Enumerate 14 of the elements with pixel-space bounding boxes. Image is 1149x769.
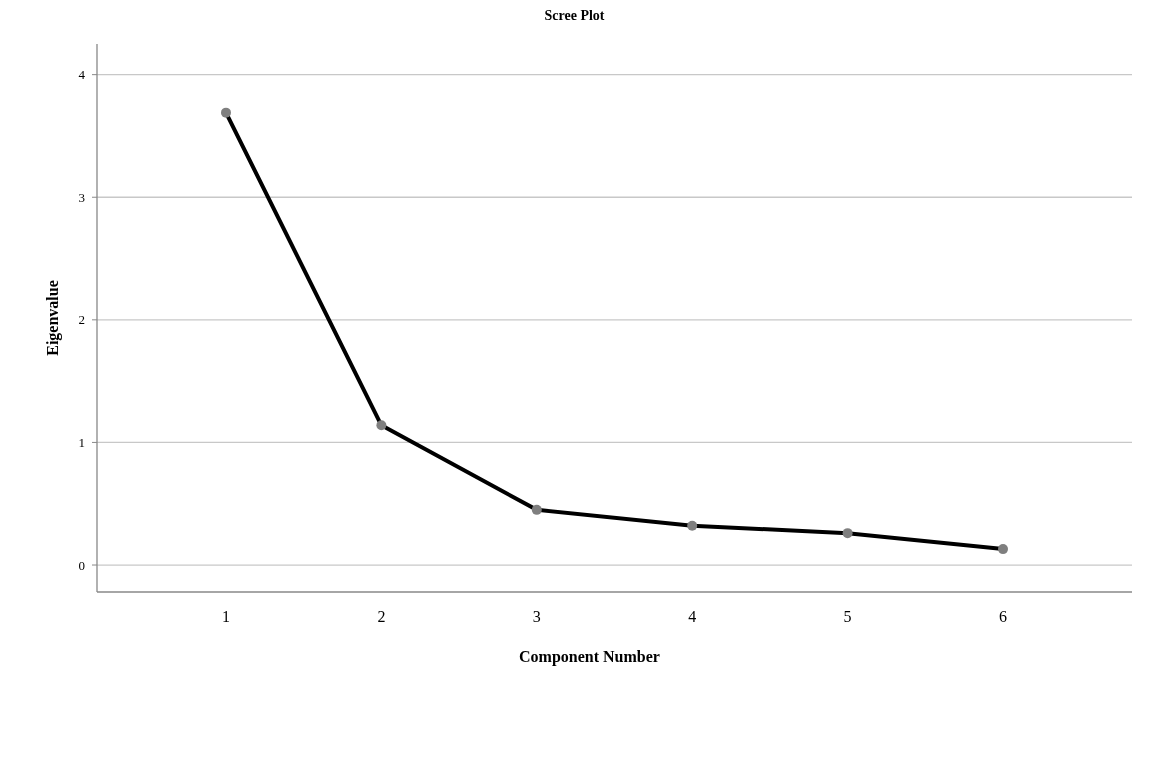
x-axis-title: Component Number — [519, 648, 660, 666]
x-tick-label: 1 — [221, 608, 230, 625]
x-tick-label: 4 — [688, 608, 697, 625]
x-tick-label: 5 — [843, 608, 852, 625]
x-tick-label: 2 — [377, 608, 386, 625]
y-tick-label: 2 — [78, 312, 85, 328]
y-axis-title: Eigenvalue — [44, 280, 62, 356]
chart-title: Scree Plot — [544, 8, 605, 23]
x-tick-label: 3 — [532, 608, 541, 625]
x-tick-label: 6 — [999, 608, 1008, 625]
y-tick-label: 1 — [78, 434, 85, 450]
y-tick-label: 3 — [78, 189, 85, 205]
y-tick-label: 4 — [78, 67, 86, 83]
y-tick-label: 0 — [78, 557, 85, 573]
